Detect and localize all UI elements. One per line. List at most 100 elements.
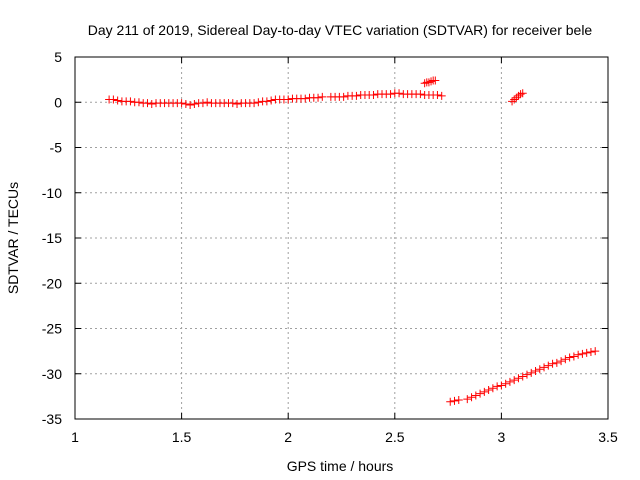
data-point [480, 387, 489, 396]
data-point [501, 379, 510, 388]
data-point [514, 374, 523, 383]
data-point [113, 96, 122, 105]
data-point [518, 89, 527, 98]
x-tick-label: 1 [71, 429, 79, 445]
data-point [395, 89, 404, 98]
data-point [186, 100, 195, 109]
data-point [109, 95, 118, 104]
data-point [314, 93, 323, 102]
data-point [512, 93, 521, 102]
data-point [552, 358, 561, 367]
data-point [254, 98, 263, 107]
data-point [467, 393, 476, 402]
series-segment-2 [420, 76, 440, 88]
data-point [544, 361, 553, 370]
data-point [561, 355, 570, 364]
data-point [143, 99, 152, 108]
data-point [437, 91, 446, 100]
data-point [574, 350, 583, 359]
data-point [548, 359, 557, 368]
data-point [284, 95, 293, 104]
data-point [262, 97, 271, 106]
y-tick-label: -25 [42, 321, 62, 337]
x-tick-label: 2.5 [385, 429, 405, 445]
x-tick-label: 3.5 [598, 429, 618, 445]
data-point [484, 386, 493, 395]
data-point [228, 99, 237, 108]
data-point [514, 91, 523, 100]
y-tick-label: -35 [42, 411, 62, 427]
data-point [424, 78, 433, 87]
data-point [126, 97, 135, 106]
data-point [510, 376, 519, 385]
data-point [535, 365, 544, 374]
ticks: 1 1.5 2 2.5 3 3.5 5 0 -5 -10 -15 -20 -25 -30 -35 [42, 49, 618, 445]
data-point [578, 349, 587, 358]
data-point [557, 357, 566, 366]
data-point [493, 382, 502, 391]
data-point [518, 372, 527, 381]
series-segment-3 [508, 89, 527, 106]
data-point [471, 391, 480, 400]
data-point [497, 381, 506, 390]
grid [75, 57, 608, 419]
data-point [540, 363, 549, 372]
data-point [516, 90, 525, 99]
x-axis-label: GPS time / hours [287, 458, 394, 474]
data-point [476, 389, 485, 398]
data-point [582, 348, 591, 357]
data-point [134, 98, 143, 107]
data-point [267, 96, 276, 105]
data-point [203, 98, 212, 107]
data-point [416, 90, 425, 99]
data-point [318, 92, 327, 101]
data-point [420, 79, 429, 88]
data-point [181, 100, 190, 109]
data-point [454, 395, 463, 404]
data-point [565, 353, 574, 362]
plot-frame [74, 56, 609, 420]
data-point [433, 91, 442, 100]
y-axis-label: SDTVAR / TECUs [5, 182, 21, 294]
data-point [233, 100, 242, 109]
data-point [508, 97, 517, 106]
data-point [147, 100, 156, 109]
data-point [510, 95, 519, 104]
chart-title: Day 211 of 2019, Sidereal Day-to-day VTE… [88, 22, 593, 38]
series-segment-4 [446, 347, 600, 406]
data-point [505, 377, 514, 386]
data-point [301, 94, 310, 103]
x-tick-label: 1.5 [172, 429, 192, 445]
data-point [339, 92, 348, 101]
data-point [369, 91, 378, 100]
x-tick-label: 3 [498, 429, 506, 445]
data-point [586, 348, 595, 357]
data-point [427, 77, 436, 86]
data-point [522, 370, 531, 379]
y-tick-label: -10 [42, 185, 62, 201]
data-point [463, 395, 472, 404]
data-point [352, 91, 361, 100]
data-point [591, 347, 600, 356]
data-point [190, 100, 199, 109]
data-points [105, 76, 600, 406]
y-tick-label: -20 [42, 275, 62, 291]
y-tick-label: -30 [42, 366, 62, 382]
data-point [527, 368, 536, 377]
y-tick-label: 0 [54, 94, 62, 110]
data-point [531, 367, 540, 376]
data-point [198, 99, 207, 108]
data-point [446, 397, 455, 406]
y-tick-label: -15 [42, 230, 62, 246]
y-tick-label: 5 [54, 49, 62, 65]
data-point [431, 76, 440, 85]
x-tick-label: 2 [284, 429, 292, 445]
data-point [569, 352, 578, 361]
series-segment-1 [105, 89, 446, 109]
data-point [386, 90, 395, 99]
data-point [250, 99, 259, 108]
y-tick-label: -5 [50, 140, 63, 156]
data-point [177, 99, 186, 108]
data-point [488, 384, 497, 393]
